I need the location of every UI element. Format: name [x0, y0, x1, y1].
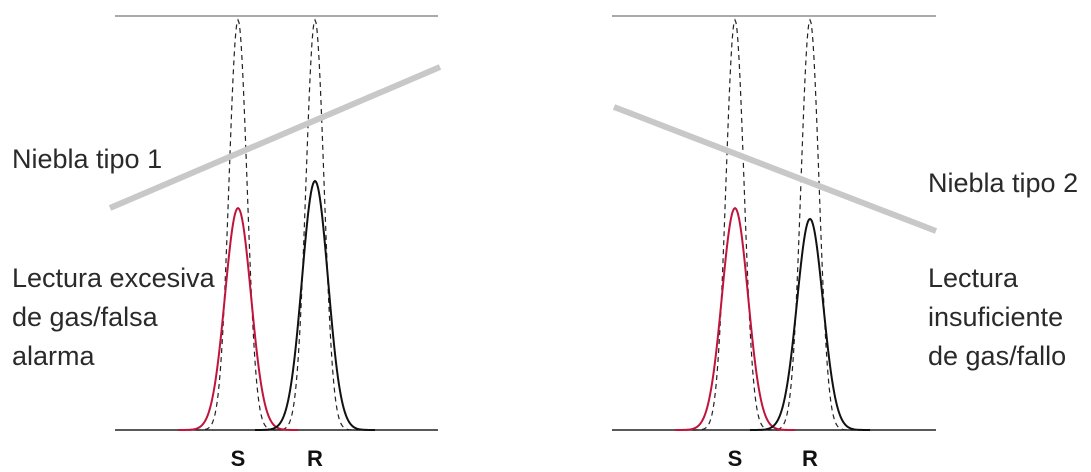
r-peak-label: R	[307, 446, 323, 471]
result-label-line-3: de gas/fallo	[928, 341, 1066, 371]
s-peak-label: S	[728, 446, 743, 471]
panel-fog-type-1: Niebla tipo 1 Lectura excesiva de gas/fa…	[12, 15, 442, 471]
fog-line	[108, 64, 442, 211]
result-label-line-1: Lectura excesiva	[12, 263, 216, 293]
result-label-line-2: de gas/falsa	[12, 302, 159, 332]
s-peak-label: S	[231, 446, 246, 471]
fog-type-label: Niebla tipo 1	[12, 144, 162, 174]
r-peak-unattenuated	[750, 18, 870, 431]
r-peak-label: R	[802, 446, 818, 471]
fog-line	[612, 104, 938, 234]
s-peak-unattenuated	[178, 18, 298, 431]
s-peak-attenuated	[675, 206, 795, 431]
s-peak-unattenuated	[675, 18, 795, 431]
result-label-line-3: alarma	[12, 341, 96, 371]
result-label-line-1: Lectura	[928, 263, 1019, 293]
r-peak-attenuated	[255, 179, 375, 431]
r-peak-attenuated	[749, 217, 871, 431]
panel-fog-type-2: Niebla tipo 2 Lectura insuficiente de ga…	[612, 15, 1078, 471]
r-peak-unattenuated	[255, 18, 375, 431]
result-label-line-2: insuficiente	[928, 302, 1063, 332]
s-peak-attenuated	[178, 206, 298, 431]
fog-type-label: Niebla tipo 2	[928, 168, 1078, 198]
